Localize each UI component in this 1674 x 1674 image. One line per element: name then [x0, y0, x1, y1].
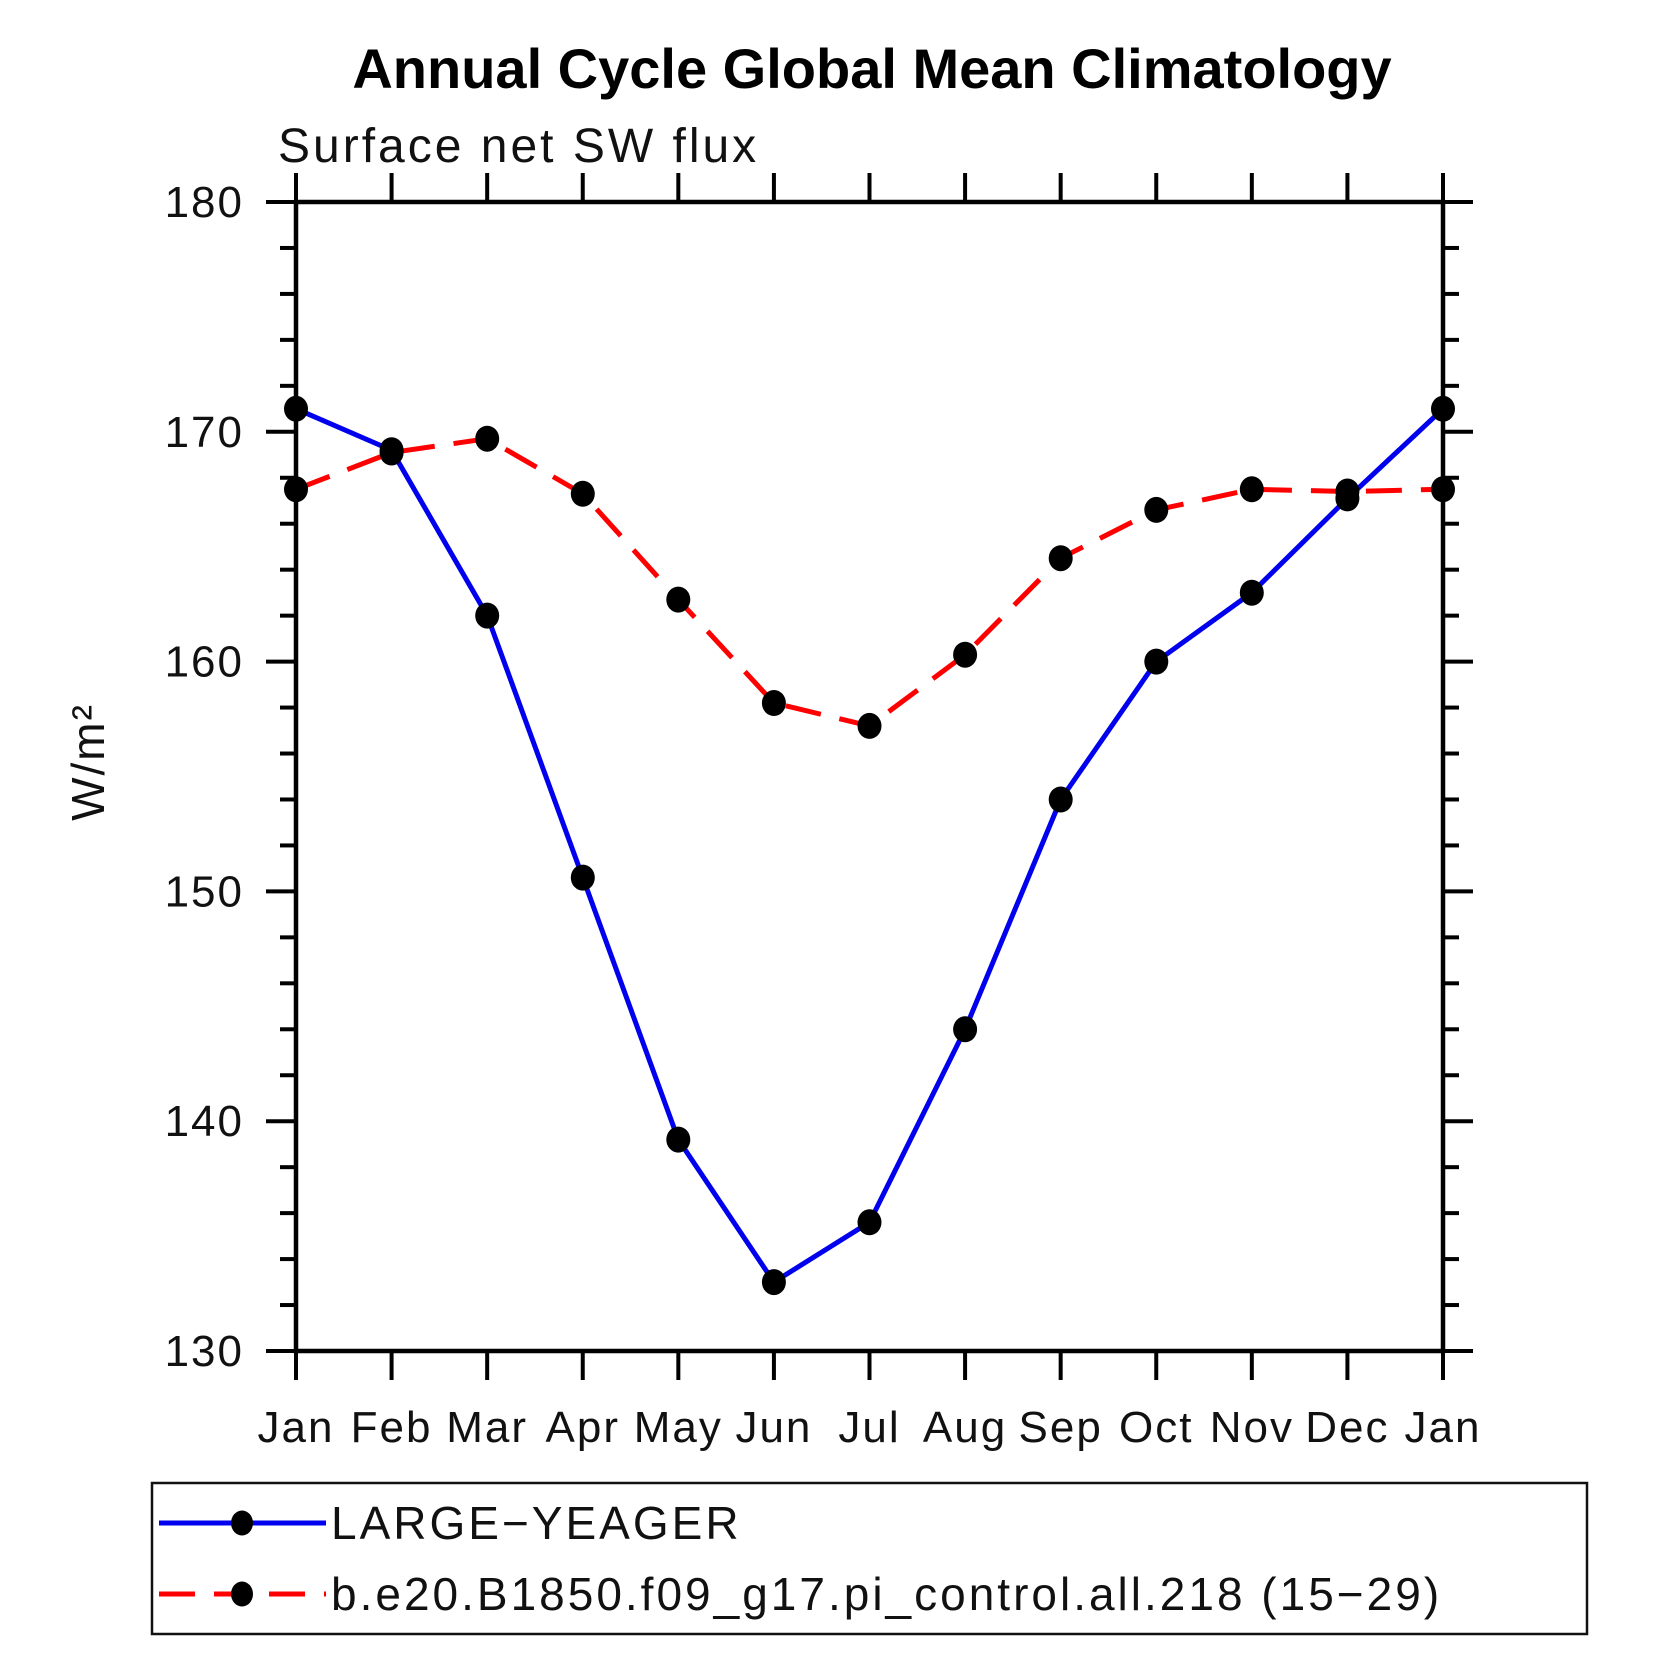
x-tick-label: Feb	[351, 1403, 433, 1452]
x-tick-label: Nov	[1210, 1403, 1294, 1452]
x-tick-label: Apr	[546, 1403, 620, 1452]
legend-entry-label: b.e20.B1850.f09_g17.pi_control.all.218 (…	[331, 1568, 1442, 1620]
data-point-marker	[953, 1016, 978, 1043]
chart-title: Annual Cycle Global Mean Climatology	[352, 37, 1391, 100]
y-tick-label: 170	[165, 408, 244, 457]
data-point-marker	[761, 1269, 786, 1296]
data-point-marker	[570, 480, 595, 507]
y-tick-label: 180	[165, 178, 244, 227]
legend: LARGE−YEAGER b.e20.B1850.f09_g17.pi_contr…	[150, 1481, 1589, 1636]
data-point-marker	[953, 641, 978, 668]
data-point-marker	[1239, 579, 1264, 606]
legend-marker-sample	[231, 1510, 253, 1536]
data-point-marker	[1335, 478, 1360, 505]
series-markers-model	[284, 425, 1455, 739]
x-tick-label: Jan	[1405, 1403, 1482, 1452]
y-tick-label: 160	[165, 638, 244, 687]
data-point-marker	[1239, 476, 1264, 503]
data-point-marker	[1048, 545, 1073, 572]
x-tick-label: Mar	[446, 1403, 528, 1452]
x-tick-label: Sep	[1019, 1403, 1103, 1452]
data-point-marker	[761, 690, 786, 716]
data-point-marker	[475, 602, 500, 629]
y-tick-label: 140	[165, 1097, 244, 1146]
chart-subtitle: Surface net SW flux	[278, 120, 759, 173]
x-tick-label: Jul	[838, 1403, 900, 1452]
data-point-marker	[1144, 648, 1169, 675]
data-point-marker	[1431, 395, 1455, 422]
data-point-marker	[1048, 786, 1073, 813]
data-point-marker	[475, 425, 500, 452]
data-point-marker	[1431, 476, 1455, 503]
data-point-marker	[666, 586, 691, 613]
legend-entry-label: LARGE−YEAGER	[331, 1497, 742, 1549]
y-tick-label: 150	[165, 867, 244, 916]
x-tick-label: Jan	[258, 1403, 335, 1452]
data-point-marker	[857, 712, 882, 739]
data-point-marker	[284, 395, 308, 422]
x-tick-label: May	[634, 1403, 723, 1452]
y-tick-label: 130	[165, 1327, 244, 1376]
data-point-marker	[570, 864, 595, 891]
x-tick-label: Dec	[1305, 1403, 1389, 1452]
data-point-marker	[1144, 496, 1169, 523]
x-tick-label: Oct	[1119, 1403, 1193, 1452]
x-ticks-group	[294, 173, 1445, 1380]
data-point-marker	[379, 439, 404, 466]
legend-box	[150, 1481, 1589, 1636]
y-ticks-group	[266, 200, 1473, 1353]
y-axis-label: W/m²	[62, 703, 114, 821]
data-point-marker	[857, 1209, 882, 1236]
x-tick-label: Jun	[735, 1403, 812, 1452]
legend-marker-sample	[231, 1581, 253, 1607]
x-tick-label: Aug	[923, 1403, 1007, 1452]
data-point-marker	[666, 1126, 691, 1153]
data-point-marker	[284, 476, 308, 503]
